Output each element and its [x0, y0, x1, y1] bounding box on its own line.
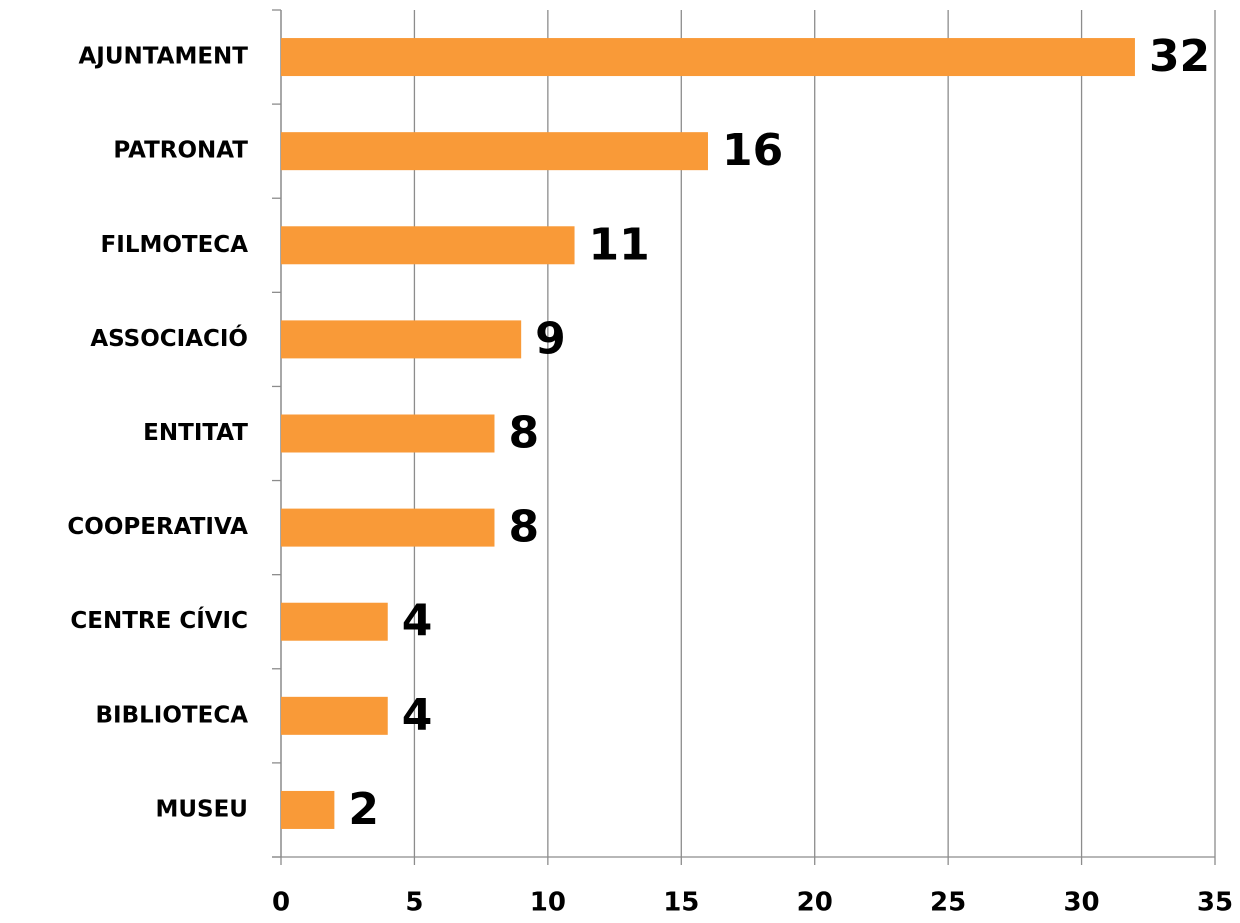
x-tick-label: 30 [1063, 888, 1099, 918]
y-tick-label: MUSEU [155, 796, 248, 822]
y-tick-label: ENTITAT [143, 420, 248, 446]
data-label: 8 [508, 408, 539, 459]
data-label: 4 [402, 690, 433, 741]
bar [281, 320, 522, 359]
y-tick-label: CENTRE CÍVIC [70, 606, 248, 634]
bar [281, 508, 495, 547]
bar [281, 132, 708, 171]
y-tick-label: COOPERATIVA [67, 514, 248, 540]
x-tick-label: 35 [1197, 888, 1233, 918]
bar [281, 790, 335, 829]
y-tick-label: FILMOTECA [101, 232, 249, 258]
data-label: 2 [348, 784, 379, 835]
x-tick-label: 10 [530, 888, 566, 918]
x-tick-label: 15 [663, 888, 699, 918]
data-label: 8 [508, 502, 539, 553]
y-tick-label: BIBLIOTECA [96, 702, 249, 728]
bar [281, 38, 1135, 77]
x-tick-label: 20 [797, 888, 833, 918]
y-tick-label: PATRONAT [113, 138, 248, 164]
bar [281, 226, 575, 265]
data-label: 16 [722, 125, 783, 176]
data-label: 9 [535, 313, 566, 364]
bar [281, 696, 388, 735]
x-tick-label: 25 [930, 888, 966, 918]
y-tick-label: AJUNTAMENT [78, 44, 248, 70]
x-tick-label: 5 [405, 888, 423, 918]
bar [281, 602, 388, 641]
x-tick-label: 0 [272, 888, 290, 918]
data-label: 4 [402, 596, 433, 647]
data-label: 11 [589, 219, 650, 270]
y-tick-label: ASSOCIACIÓ [90, 324, 248, 352]
data-label: 32 [1149, 31, 1210, 82]
bar [281, 414, 495, 453]
